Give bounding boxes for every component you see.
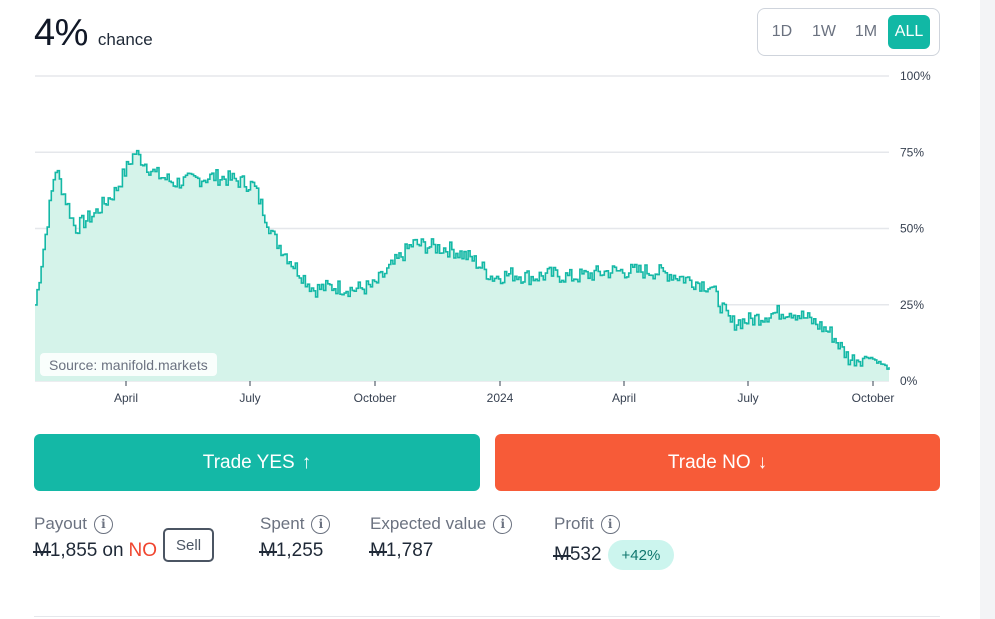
profit-stat: Profit i M 532 +42% xyxy=(553,514,675,570)
spent-amount: 1,255 xyxy=(275,540,324,561)
y-tick-label: 25% xyxy=(900,298,924,312)
mana-currency-icon: M xyxy=(33,540,51,561)
payout-label: Payout xyxy=(34,514,87,533)
probability-value: 4% xyxy=(34,12,88,54)
y-tick-label: 100% xyxy=(900,69,931,83)
info-icon[interactable]: i xyxy=(600,514,620,534)
arrow-down-icon: ↓ xyxy=(757,451,768,473)
x-tick-label: April xyxy=(612,391,636,405)
x-tick-label: April xyxy=(114,391,138,405)
y-axis: 100% 75% 50% 25% 0% xyxy=(900,69,931,388)
y-tick-label: 75% xyxy=(900,145,924,159)
payout-amount: 1,855 xyxy=(49,540,98,561)
mana-currency-icon: M xyxy=(259,540,277,561)
x-axis: April July October 2024 April July October xyxy=(114,381,894,405)
spent-stat: Spent i M 1,255 xyxy=(259,514,331,562)
spent-label: Spent xyxy=(260,514,305,533)
info-icon[interactable]: i xyxy=(311,514,331,534)
payout-outcome: NO xyxy=(128,540,158,561)
payout-on-text: on xyxy=(102,540,124,561)
range-1m-button[interactable]: 1M xyxy=(854,23,878,40)
y-tick-label: 50% xyxy=(900,222,924,236)
sell-button[interactable]: Sell xyxy=(163,528,215,562)
x-tick-label: July xyxy=(239,391,260,405)
x-tick-label: July xyxy=(737,391,758,405)
expected-value-amount: 1,787 xyxy=(385,540,434,561)
info-icon[interactable]: i xyxy=(93,514,113,534)
trade-no-label: Trade NO xyxy=(667,451,751,473)
source-label: Source: manifold.markets xyxy=(40,353,217,376)
trade-no-button[interactable]: Trade NO ↓ xyxy=(495,434,940,491)
x-tick-label: 2024 xyxy=(487,391,514,405)
arrow-up-icon: ↑ xyxy=(301,451,312,473)
mana-currency-icon: M xyxy=(369,540,387,561)
expected-value-label: Expected value xyxy=(370,514,487,533)
range-all-button[interactable]: ALL xyxy=(888,15,930,49)
profit-label: Profit xyxy=(554,514,594,533)
profit-change-badge: +42% xyxy=(607,540,675,570)
probability-area xyxy=(35,150,889,381)
probability-chart[interactable]: 100%75%50%25%0% April July October 2024 Apri… xyxy=(0,60,980,410)
page-scroll-rail xyxy=(980,0,995,619)
mana-currency-icon: M xyxy=(553,544,571,565)
probability-display: 4% chance xyxy=(34,12,153,55)
range-1d-button[interactable]: 1D xyxy=(771,23,793,40)
payout-stat: Payout i M 1,855 on NO Sell xyxy=(33,514,215,562)
trade-yes-button[interactable]: Trade YES ↑ xyxy=(34,434,480,491)
x-tick-label: October xyxy=(852,391,895,405)
trade-yes-label: Trade YES xyxy=(202,451,295,473)
expected-value-stat: Expected value i M 1,787 xyxy=(369,514,513,562)
range-1w-button[interactable]: 1W xyxy=(812,23,836,40)
profit-amount: 532 xyxy=(569,544,602,565)
probability-line xyxy=(35,149,890,370)
y-tick-label: 0% xyxy=(900,374,918,388)
probability-unit: chance xyxy=(97,30,153,49)
time-range-selector: 1D 1W 1M ALL xyxy=(757,8,940,56)
x-tick-label: October xyxy=(354,391,397,405)
section-divider xyxy=(34,616,940,617)
info-icon[interactable]: i xyxy=(493,514,513,534)
